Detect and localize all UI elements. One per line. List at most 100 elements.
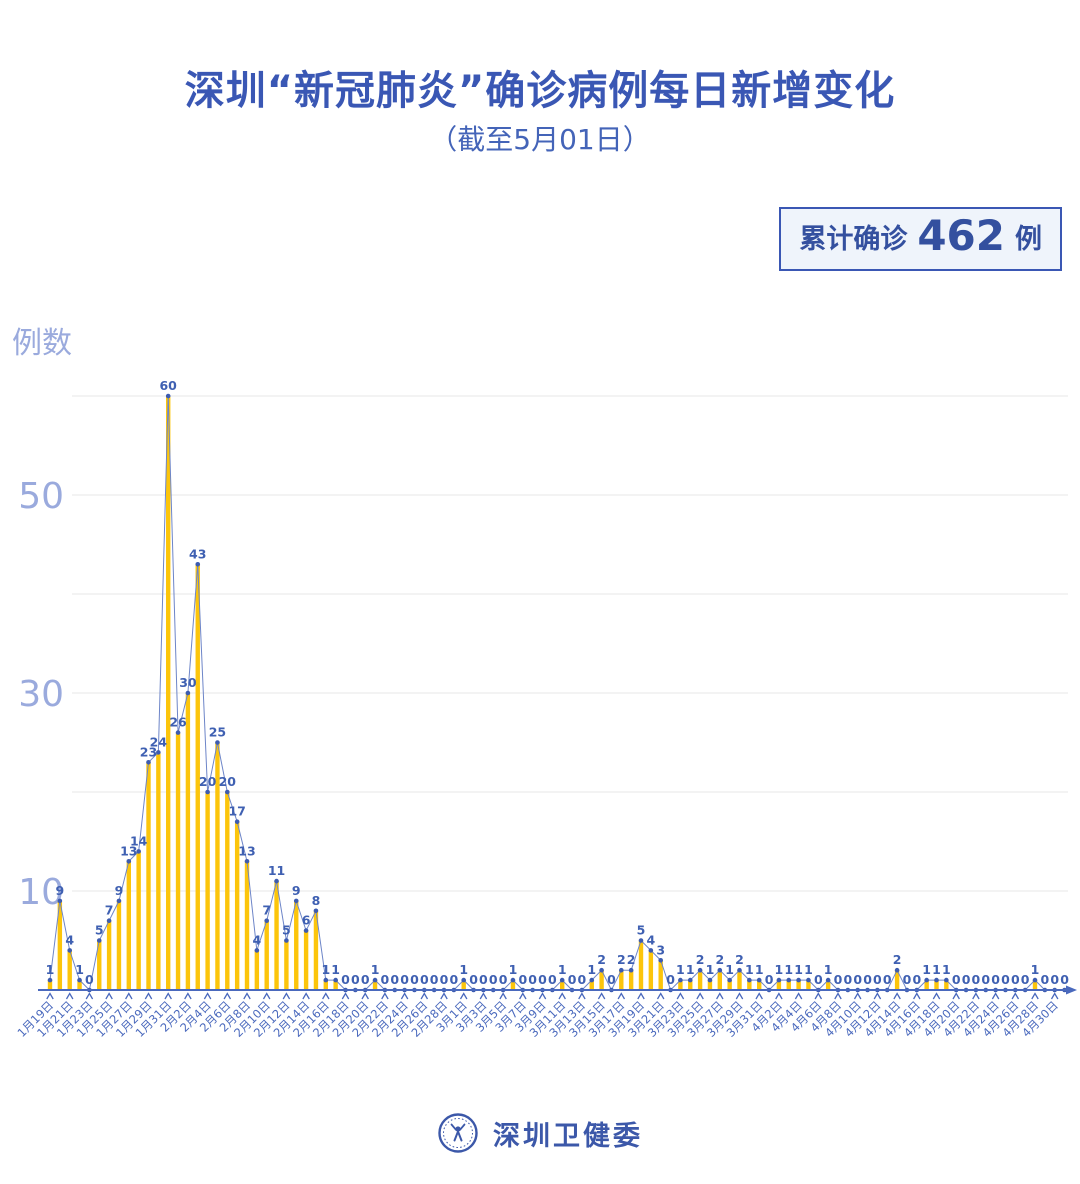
grid-lines <box>72 395 1068 892</box>
svg-text:0: 0 <box>607 972 616 987</box>
svg-text:0: 0 <box>548 972 557 987</box>
svg-text:1: 1 <box>509 962 518 977</box>
svg-text:1: 1 <box>331 962 340 977</box>
svg-text:1: 1 <box>371 962 380 977</box>
trend-line <box>49 395 1065 992</box>
svg-text:0: 0 <box>972 972 981 987</box>
svg-text:50: 50 <box>18 476 64 517</box>
svg-text:0: 0 <box>1021 972 1030 987</box>
svg-text:0: 0 <box>666 972 675 987</box>
svg-text:30: 30 <box>18 674 64 715</box>
svg-text:1: 1 <box>75 962 84 977</box>
svg-text:4: 4 <box>65 932 74 947</box>
svg-text:0: 0 <box>400 972 409 987</box>
svg-text:1: 1 <box>1031 962 1040 977</box>
svg-text:2: 2 <box>893 952 902 967</box>
svg-text:0: 0 <box>834 972 843 987</box>
svg-text:0: 0 <box>991 972 1000 987</box>
svg-text:0: 0 <box>814 972 823 987</box>
svg-text:1: 1 <box>775 962 784 977</box>
svg-text:6: 6 <box>302 913 311 928</box>
svg-text:1: 1 <box>725 962 734 977</box>
svg-text:25: 25 <box>209 725 226 740</box>
page-title: 深圳“新冠肺炎”确诊病例每日新增变化 <box>184 68 896 114</box>
svg-text:0: 0 <box>440 972 449 987</box>
svg-text:7: 7 <box>262 903 271 918</box>
svg-text:26: 26 <box>169 715 187 730</box>
svg-text:13: 13 <box>238 843 255 858</box>
svg-text:3: 3 <box>656 942 665 957</box>
y-axis-title: 例数 <box>12 326 72 361</box>
svg-text:0: 0 <box>518 972 527 987</box>
svg-text:7: 7 <box>105 903 114 918</box>
svg-text:1: 1 <box>804 962 813 977</box>
svg-text:17: 17 <box>228 804 245 819</box>
svg-text:2: 2 <box>627 952 636 967</box>
svg-text:0: 0 <box>410 972 419 987</box>
svg-text:1: 1 <box>587 962 596 977</box>
svg-text:8: 8 <box>312 893 321 908</box>
svg-text:30: 30 <box>179 675 197 690</box>
svg-text:1: 1 <box>942 962 951 977</box>
svg-text:0: 0 <box>420 972 429 987</box>
value-labels: 1941057913142324602630432025201713471159… <box>46 378 1070 987</box>
bars <box>47 396 1038 990</box>
svg-text:5: 5 <box>95 923 104 938</box>
svg-text:1: 1 <box>686 962 695 977</box>
svg-text:0: 0 <box>883 972 892 987</box>
org-logo-icon <box>438 1113 478 1153</box>
svg-text:0: 0 <box>1011 972 1020 987</box>
svg-text:2: 2 <box>735 952 744 967</box>
svg-text:0: 0 <box>1040 972 1049 987</box>
svg-text:9: 9 <box>292 883 301 898</box>
svg-text:0: 0 <box>578 972 587 987</box>
svg-text:1: 1 <box>706 962 715 977</box>
svg-text:4: 4 <box>252 932 261 947</box>
svg-text:0: 0 <box>469 972 478 987</box>
badge-suffix: 例 <box>1015 224 1042 255</box>
svg-text:1: 1 <box>784 962 793 977</box>
svg-text:0: 0 <box>903 972 912 987</box>
svg-text:10: 10 <box>18 872 64 913</box>
svg-text:1: 1 <box>755 962 764 977</box>
svg-text:20: 20 <box>199 774 217 789</box>
svg-text:0: 0 <box>341 972 350 987</box>
svg-text:5: 5 <box>282 923 291 938</box>
svg-text:5: 5 <box>637 923 646 938</box>
svg-text:0: 0 <box>1060 972 1069 987</box>
svg-text:60: 60 <box>159 378 177 393</box>
svg-text:0: 0 <box>568 972 577 987</box>
org-name: 深圳卫健委 <box>493 1120 643 1152</box>
svg-text:9: 9 <box>55 883 64 898</box>
svg-text:0: 0 <box>981 972 990 987</box>
svg-text:0: 0 <box>1050 972 1059 987</box>
svg-text:0: 0 <box>85 972 94 987</box>
svg-text:0: 0 <box>912 972 921 987</box>
svg-text:2: 2 <box>597 952 606 967</box>
chart-svg: 1030501941057913142324602630432025201713… <box>14 378 1077 1040</box>
svg-text:0: 0 <box>853 972 862 987</box>
svg-text:0: 0 <box>952 972 961 987</box>
svg-text:1: 1 <box>459 962 468 977</box>
footer: 深圳卫健委 <box>0 1112 1080 1154</box>
total-confirmed-badge: 累计确诊 462 例 <box>779 207 1062 271</box>
svg-text:0: 0 <box>538 972 547 987</box>
svg-text:0: 0 <box>528 972 537 987</box>
svg-text:0: 0 <box>962 972 971 987</box>
svg-text:20: 20 <box>219 774 237 789</box>
svg-text:0: 0 <box>863 972 872 987</box>
svg-text:0: 0 <box>430 972 439 987</box>
svg-text:1: 1 <box>922 962 931 977</box>
svg-text:1: 1 <box>932 962 941 977</box>
svg-text:2: 2 <box>617 952 626 967</box>
svg-text:0: 0 <box>1001 972 1010 987</box>
svg-text:1: 1 <box>558 962 567 977</box>
svg-text:4: 4 <box>646 932 655 947</box>
svg-text:1: 1 <box>321 962 330 977</box>
svg-text:9: 9 <box>115 883 124 898</box>
svg-text:0: 0 <box>489 972 498 987</box>
svg-text:23: 23 <box>140 744 157 759</box>
svg-text:0: 0 <box>843 972 852 987</box>
svg-text:0: 0 <box>351 972 360 987</box>
